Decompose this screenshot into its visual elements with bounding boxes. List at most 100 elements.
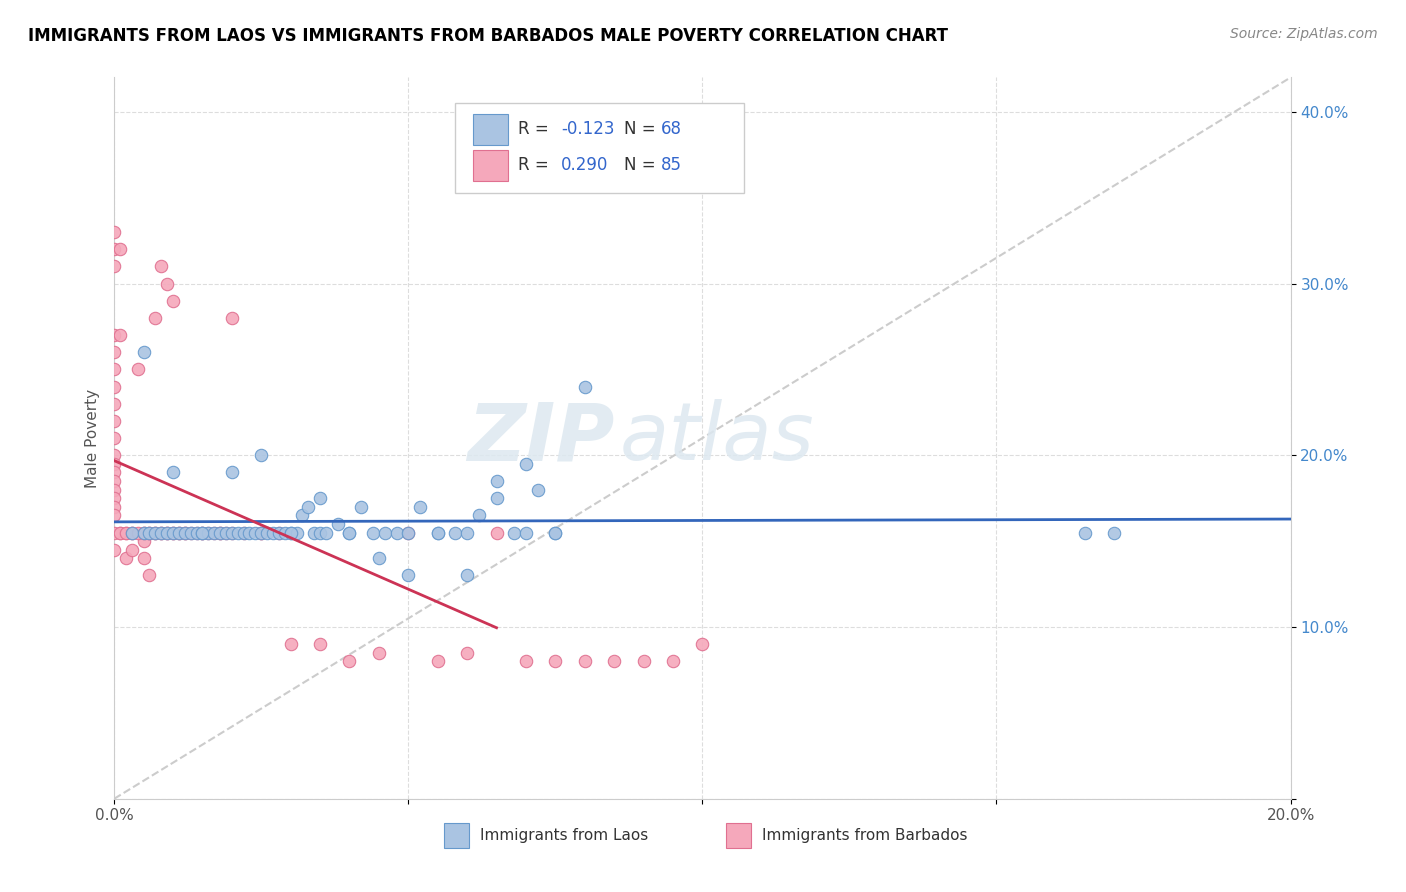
- Point: [444, 525, 467, 540]
- Point: [103, 491, 125, 506]
- Point: [485, 474, 508, 488]
- Point: [127, 362, 149, 376]
- Point: [103, 379, 125, 393]
- Point: [132, 534, 155, 549]
- Point: [150, 525, 173, 540]
- Point: [138, 568, 160, 582]
- Point: [503, 525, 526, 540]
- Point: [250, 525, 273, 540]
- Point: [173, 525, 195, 540]
- FancyBboxPatch shape: [456, 103, 744, 193]
- Point: [103, 225, 125, 239]
- Point: [103, 483, 125, 497]
- Point: [173, 525, 195, 540]
- Point: [167, 525, 190, 540]
- Point: [302, 525, 325, 540]
- Point: [138, 525, 160, 540]
- Point: [339, 525, 361, 540]
- Text: N =: N =: [624, 120, 661, 138]
- Point: [544, 654, 567, 668]
- Point: [197, 525, 219, 540]
- Text: 85: 85: [661, 156, 682, 175]
- Point: [103, 328, 125, 343]
- Text: 68: 68: [661, 120, 682, 138]
- Point: [156, 525, 179, 540]
- Point: [245, 525, 267, 540]
- Text: Immigrants from Laos: Immigrants from Laos: [479, 828, 648, 843]
- Point: [186, 525, 208, 540]
- Point: [103, 500, 125, 514]
- Point: [103, 466, 125, 480]
- Point: [309, 491, 332, 506]
- Point: [315, 525, 337, 540]
- Point: [1102, 525, 1125, 540]
- Point: [162, 525, 184, 540]
- Point: [108, 242, 131, 256]
- Point: [121, 525, 143, 540]
- Point: [103, 431, 125, 445]
- Text: 0.290: 0.290: [561, 156, 609, 175]
- Point: [150, 525, 173, 540]
- Point: [221, 525, 243, 540]
- Point: [197, 525, 219, 540]
- Point: [574, 379, 596, 393]
- Point: [115, 551, 138, 566]
- Point: [103, 525, 125, 540]
- Text: IMMIGRANTS FROM LAOS VS IMMIGRANTS FROM BARBADOS MALE POVERTY CORRELATION CHART: IMMIGRANTS FROM LAOS VS IMMIGRANTS FROM …: [28, 27, 948, 45]
- Point: [108, 328, 131, 343]
- Point: [339, 654, 361, 668]
- Point: [250, 525, 273, 540]
- Point: [191, 525, 214, 540]
- Text: R =: R =: [517, 120, 554, 138]
- Y-axis label: Male Poverty: Male Poverty: [86, 389, 100, 488]
- Point: [367, 646, 389, 660]
- Point: [309, 637, 332, 651]
- Text: atlas: atlas: [620, 399, 815, 477]
- Point: [103, 362, 125, 376]
- Text: -0.123: -0.123: [561, 120, 614, 138]
- Point: [468, 508, 491, 523]
- Point: [121, 525, 143, 540]
- Point: [103, 448, 125, 462]
- Point: [162, 293, 184, 308]
- Point: [115, 525, 138, 540]
- Point: [385, 525, 408, 540]
- FancyBboxPatch shape: [472, 150, 509, 180]
- Point: [692, 637, 714, 651]
- Point: [285, 525, 308, 540]
- Point: [103, 397, 125, 411]
- Point: [209, 525, 232, 540]
- Point: [103, 474, 125, 488]
- Point: [221, 310, 243, 325]
- Point: [396, 525, 419, 540]
- Point: [280, 525, 302, 540]
- Point: [121, 525, 143, 540]
- Point: [103, 542, 125, 557]
- Point: [156, 525, 179, 540]
- Text: Source: ZipAtlas.com: Source: ZipAtlas.com: [1230, 27, 1378, 41]
- Point: [267, 525, 290, 540]
- Point: [485, 491, 508, 506]
- Point: [426, 525, 449, 540]
- Point: [339, 525, 361, 540]
- Point: [127, 525, 149, 540]
- Point: [456, 646, 478, 660]
- Point: [103, 260, 125, 274]
- Point: [191, 525, 214, 540]
- Point: [267, 525, 290, 540]
- Point: [138, 525, 160, 540]
- Point: [326, 516, 349, 531]
- Point: [396, 525, 419, 540]
- Point: [145, 525, 167, 540]
- Point: [215, 525, 238, 540]
- Point: [374, 525, 396, 540]
- Point: [426, 525, 449, 540]
- Point: [574, 654, 596, 668]
- Point: [121, 542, 143, 557]
- Point: [544, 525, 567, 540]
- Point: [186, 525, 208, 540]
- Point: [162, 525, 184, 540]
- Point: [103, 345, 125, 359]
- Point: [544, 525, 567, 540]
- Point: [138, 525, 160, 540]
